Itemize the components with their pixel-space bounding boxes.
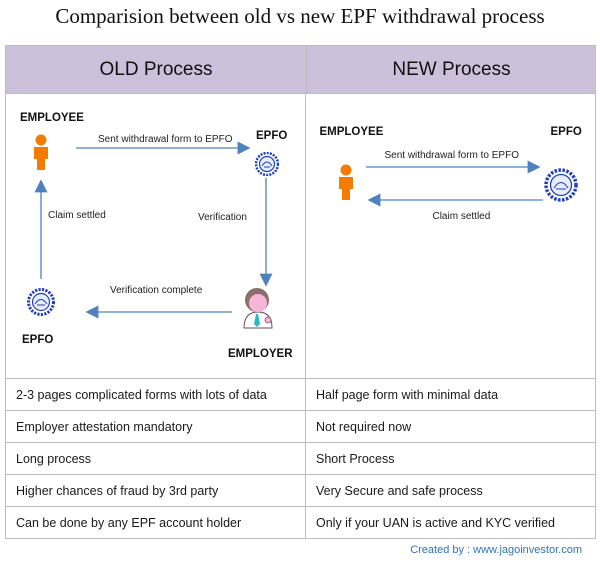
old-step-send: Sent withdrawal form to EPFO — [98, 134, 233, 145]
new-epfo-label: EPFO — [550, 126, 582, 138]
old-employee-label: EMPLOYEE — [20, 112, 84, 124]
credit-link[interactable]: Created by : www.jagoinvestor.com — [410, 544, 582, 556]
old-employer-label: EMPLOYER — [228, 348, 293, 360]
epfo-logo-icon — [255, 152, 279, 176]
epfo-logo-icon — [544, 168, 579, 202]
table-header: OLD Process NEW Process — [6, 46, 595, 94]
header-new-process: NEW Process — [392, 58, 511, 80]
new-cell: Half page form with minimal data — [316, 387, 499, 402]
new-cell: Very Secure and safe process — [316, 483, 483, 498]
employee-icon — [34, 134, 48, 170]
new-cell: Short Process — [316, 451, 395, 466]
old-epfo-bottom-label: EPFO — [22, 334, 54, 346]
old-epfo-top-label: EPFO — [256, 130, 288, 142]
old-step-verification-complete: Verification complete — [110, 285, 203, 296]
old-cell: Higher chances of fraud by 3rd party — [6, 475, 306, 506]
diagram-row: EMPLOYEE Sent withdrawal form to EPFO EP… — [6, 94, 595, 379]
old-cell: 2-3 pages complicated forms with lots of… — [6, 379, 306, 410]
new-employee-label: EMPLOYEE — [319, 126, 384, 138]
table-row: Can be done by any EPF account holder On… — [6, 507, 595, 538]
table-row: Long process Short Process — [6, 443, 595, 475]
table-row: 2-3 pages complicated forms with lots of… — [6, 379, 595, 411]
old-step-claim-settled: Claim settled — [48, 210, 106, 221]
new-cell: Not required now — [316, 419, 412, 434]
page-title: Comparision between old vs new EPF withd… — [55, 4, 545, 28]
new-step-send: Sent withdrawal form to EPFO — [384, 150, 519, 161]
employer-icon — [243, 288, 273, 329]
old-process-diagram: EMPLOYEE Sent withdrawal form to EPFO EP… — [6, 94, 307, 378]
new-process-diagram: EMPLOYEE Sent withdrawal form to EPFO EP… — [306, 94, 595, 378]
table-row: Employer attestation mandatory Not requi… — [6, 411, 595, 443]
header-old-process: OLD Process — [6, 46, 307, 93]
new-step-claim-settled: Claim settled — [432, 211, 491, 222]
new-flow-arrows — [366, 160, 544, 207]
old-cell: Can be done by any EPF account holder — [6, 507, 306, 538]
employee-icon — [339, 164, 354, 200]
old-step-verification: Verification — [198, 212, 247, 223]
comparison-table: OLD Process NEW Process EMPLOYEE — [5, 45, 596, 539]
epfo-logo-icon — [27, 288, 55, 316]
new-cell: Only if your UAN is active and KYC verif… — [316, 515, 555, 530]
table-row: Higher chances of fraud by 3rd party Ver… — [6, 475, 595, 507]
old-cell: Long process — [6, 443, 306, 474]
old-cell: Employer attestation mandatory — [6, 411, 306, 442]
old-flow-arrows — [34, 141, 273, 319]
